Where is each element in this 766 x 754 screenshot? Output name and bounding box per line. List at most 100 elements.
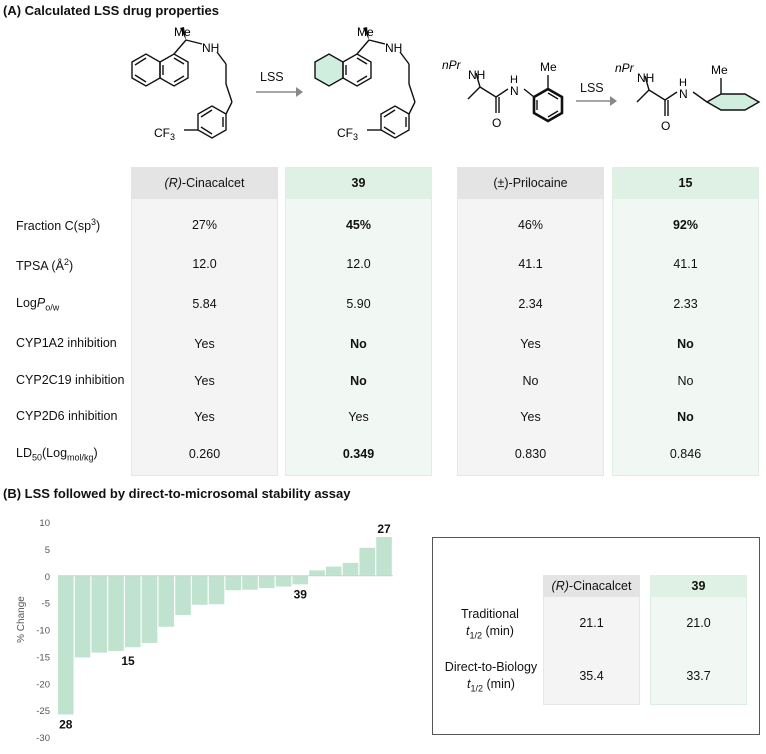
bar-8 — [192, 575, 208, 605]
y-tick-label-6: -20 — [36, 679, 50, 690]
b-cell-traditional-39: 21.0 — [686, 616, 711, 630]
cell-row3-col1: No — [350, 337, 367, 351]
cell-row1-col3: 41.1 — [673, 257, 698, 271]
lss-arrow-label-1: LSS — [260, 70, 284, 84]
header-cinacalcet: (R)-Cinacalcet — [131, 167, 278, 199]
me-label-2: Me — [357, 25, 374, 39]
microsomal-stability-chart: 10 5 0 -5 -10 -15 -20 -25 -30 % Change 28 15 39 27 — [16, 518, 393, 744]
o-label-1: O — [492, 116, 501, 130]
bar-19 — [376, 537, 392, 576]
y-tick-label-2: 0 — [45, 572, 50, 583]
b-cell-d2b-39: 33.7 — [686, 669, 711, 683]
compound-39-structure: Me NH CF3 — [314, 25, 416, 142]
y-tick-label-1: 5 — [45, 545, 50, 556]
y-tick-label-4: -10 — [36, 626, 50, 637]
cell-row5-col2: Yes — [520, 410, 541, 424]
cell-row6-col0: 0.260 — [188, 447, 221, 461]
annotation-39: 39 — [294, 587, 308, 601]
annotation-28: 28 — [59, 717, 73, 731]
section-b-title: (B) LSS followed by direct-to-microsomal… — [3, 486, 351, 501]
compound-15-structure: nPr NH H N O Me — [615, 61, 761, 133]
h-label-2: H — [679, 77, 687, 89]
cell-row5-col0: Yes — [194, 410, 215, 424]
annotation-27: 27 — [377, 522, 391, 536]
bar-1 — [74, 575, 91, 658]
bar-16 — [326, 566, 342, 576]
bar-2 — [91, 575, 108, 653]
b-row-label-d2b-line1: Direct-to-Biology — [444, 660, 538, 674]
cell-row0-col2: 46% — [517, 218, 544, 232]
nh-label-2: NH — [385, 41, 402, 55]
y-tick-label-7: -25 — [36, 706, 50, 717]
row-label-logp: LogPo/w — [16, 296, 60, 313]
cell-row6-col2: 0.830 — [514, 447, 547, 461]
section-a-title: (A) Calculated LSS drug properties — [3, 3, 219, 18]
header-15: 15 — [612, 167, 759, 199]
n-label-1: N — [510, 84, 519, 98]
header-39: 39 — [285, 167, 432, 199]
cell-row4-col1: No — [350, 374, 367, 388]
cell-row4-col0: Yes — [194, 374, 215, 388]
cf3-label-2: CF3 — [337, 126, 358, 142]
bar-15 — [309, 570, 325, 576]
cell-row5-col1: Yes — [348, 410, 369, 424]
cell-row6-col3: 0.846 — [669, 447, 702, 461]
row-label-fraction-csp3: Fraction C(sp3) — [16, 217, 101, 234]
me-label-4: Me — [711, 63, 728, 77]
bar-18 — [359, 547, 376, 576]
bar-14 — [292, 575, 309, 585]
cell-row0-col1: 45% — [345, 218, 372, 232]
b-cell-traditional-cinacalcet: 21.1 — [579, 616, 604, 630]
cell-row3-col0: Yes — [194, 337, 215, 351]
b-header-cinacalcet: (R)-Cinacalcet — [543, 575, 640, 597]
prilocaine-structure: nPr NH H N O Me — [442, 58, 564, 130]
b-cell-d2b-cinacalcet: 35.4 — [579, 669, 604, 683]
cell-row2-col2: 2.34 — [518, 297, 543, 311]
b-row-label-traditional: Traditional t1/2 (min) — [461, 607, 519, 641]
y-tick-label-8: -30 — [36, 733, 50, 744]
cell-row1-col2: 41.1 — [518, 257, 543, 271]
annotation-15: 15 — [121, 654, 135, 668]
bar-10 — [225, 575, 242, 591]
y-tick-label-3: -5 — [42, 599, 50, 610]
row-label-cyp2d6: CYP2D6 inhibition — [16, 409, 118, 423]
cell-row1-col0: 12.0 — [192, 257, 217, 271]
lss-arrow-label-2: LSS — [580, 81, 604, 95]
row-label-cyp2c19: CYP2C19 inhibition — [16, 373, 125, 387]
me-label-1: Me — [174, 25, 191, 39]
bar-11 — [242, 575, 258, 590]
row-label-cyp1a2: CYP1A2 inhibition — [16, 336, 117, 350]
cell-row3-col3: No — [677, 337, 694, 351]
cell-row0-col3: 92% — [672, 218, 699, 232]
cell-row6-col1: 0.349 — [342, 447, 375, 461]
cell-row4-col3: No — [677, 374, 694, 388]
bar-5 — [141, 575, 158, 643]
me-label-3: Me — [540, 60, 557, 74]
y-axis-label: % Change — [16, 596, 27, 643]
o-label-2: O — [661, 119, 670, 133]
bar-3 — [108, 575, 124, 651]
arrow-icon — [256, 87, 303, 97]
col-bg-cinacalcet — [131, 167, 278, 476]
cell-row2-col3: 2.33 — [673, 297, 698, 311]
n-label-2: N — [679, 87, 688, 101]
b-row-label-d2b: Direct-to-Biology t1/2 (min) — [444, 660, 538, 694]
cell-row3-col2: Yes — [520, 337, 541, 351]
cell-row2-col1: 5.90 — [346, 297, 371, 311]
nh-label-1: NH — [202, 41, 219, 55]
cell-row1-col1: 12.0 — [346, 257, 371, 271]
bar-12 — [259, 575, 275, 589]
bar-13 — [275, 575, 292, 587]
h-label-1: H — [510, 74, 518, 86]
cell-row5-col3: No — [677, 410, 694, 424]
header-prilocaine: (±)-Prilocaine — [457, 167, 604, 199]
cell-row2-col0: 5.84 — [192, 297, 217, 311]
bar-0 — [58, 575, 74, 715]
b-header-39: 39 — [650, 575, 747, 597]
npr-label-1: nPr — [442, 58, 462, 72]
cf3-label-1: CF3 — [154, 126, 175, 142]
cell-row4-col2: No — [522, 374, 539, 388]
bar-9 — [208, 575, 225, 605]
bar-6 — [158, 575, 175, 627]
npr-label-2: nPr — [615, 61, 635, 75]
